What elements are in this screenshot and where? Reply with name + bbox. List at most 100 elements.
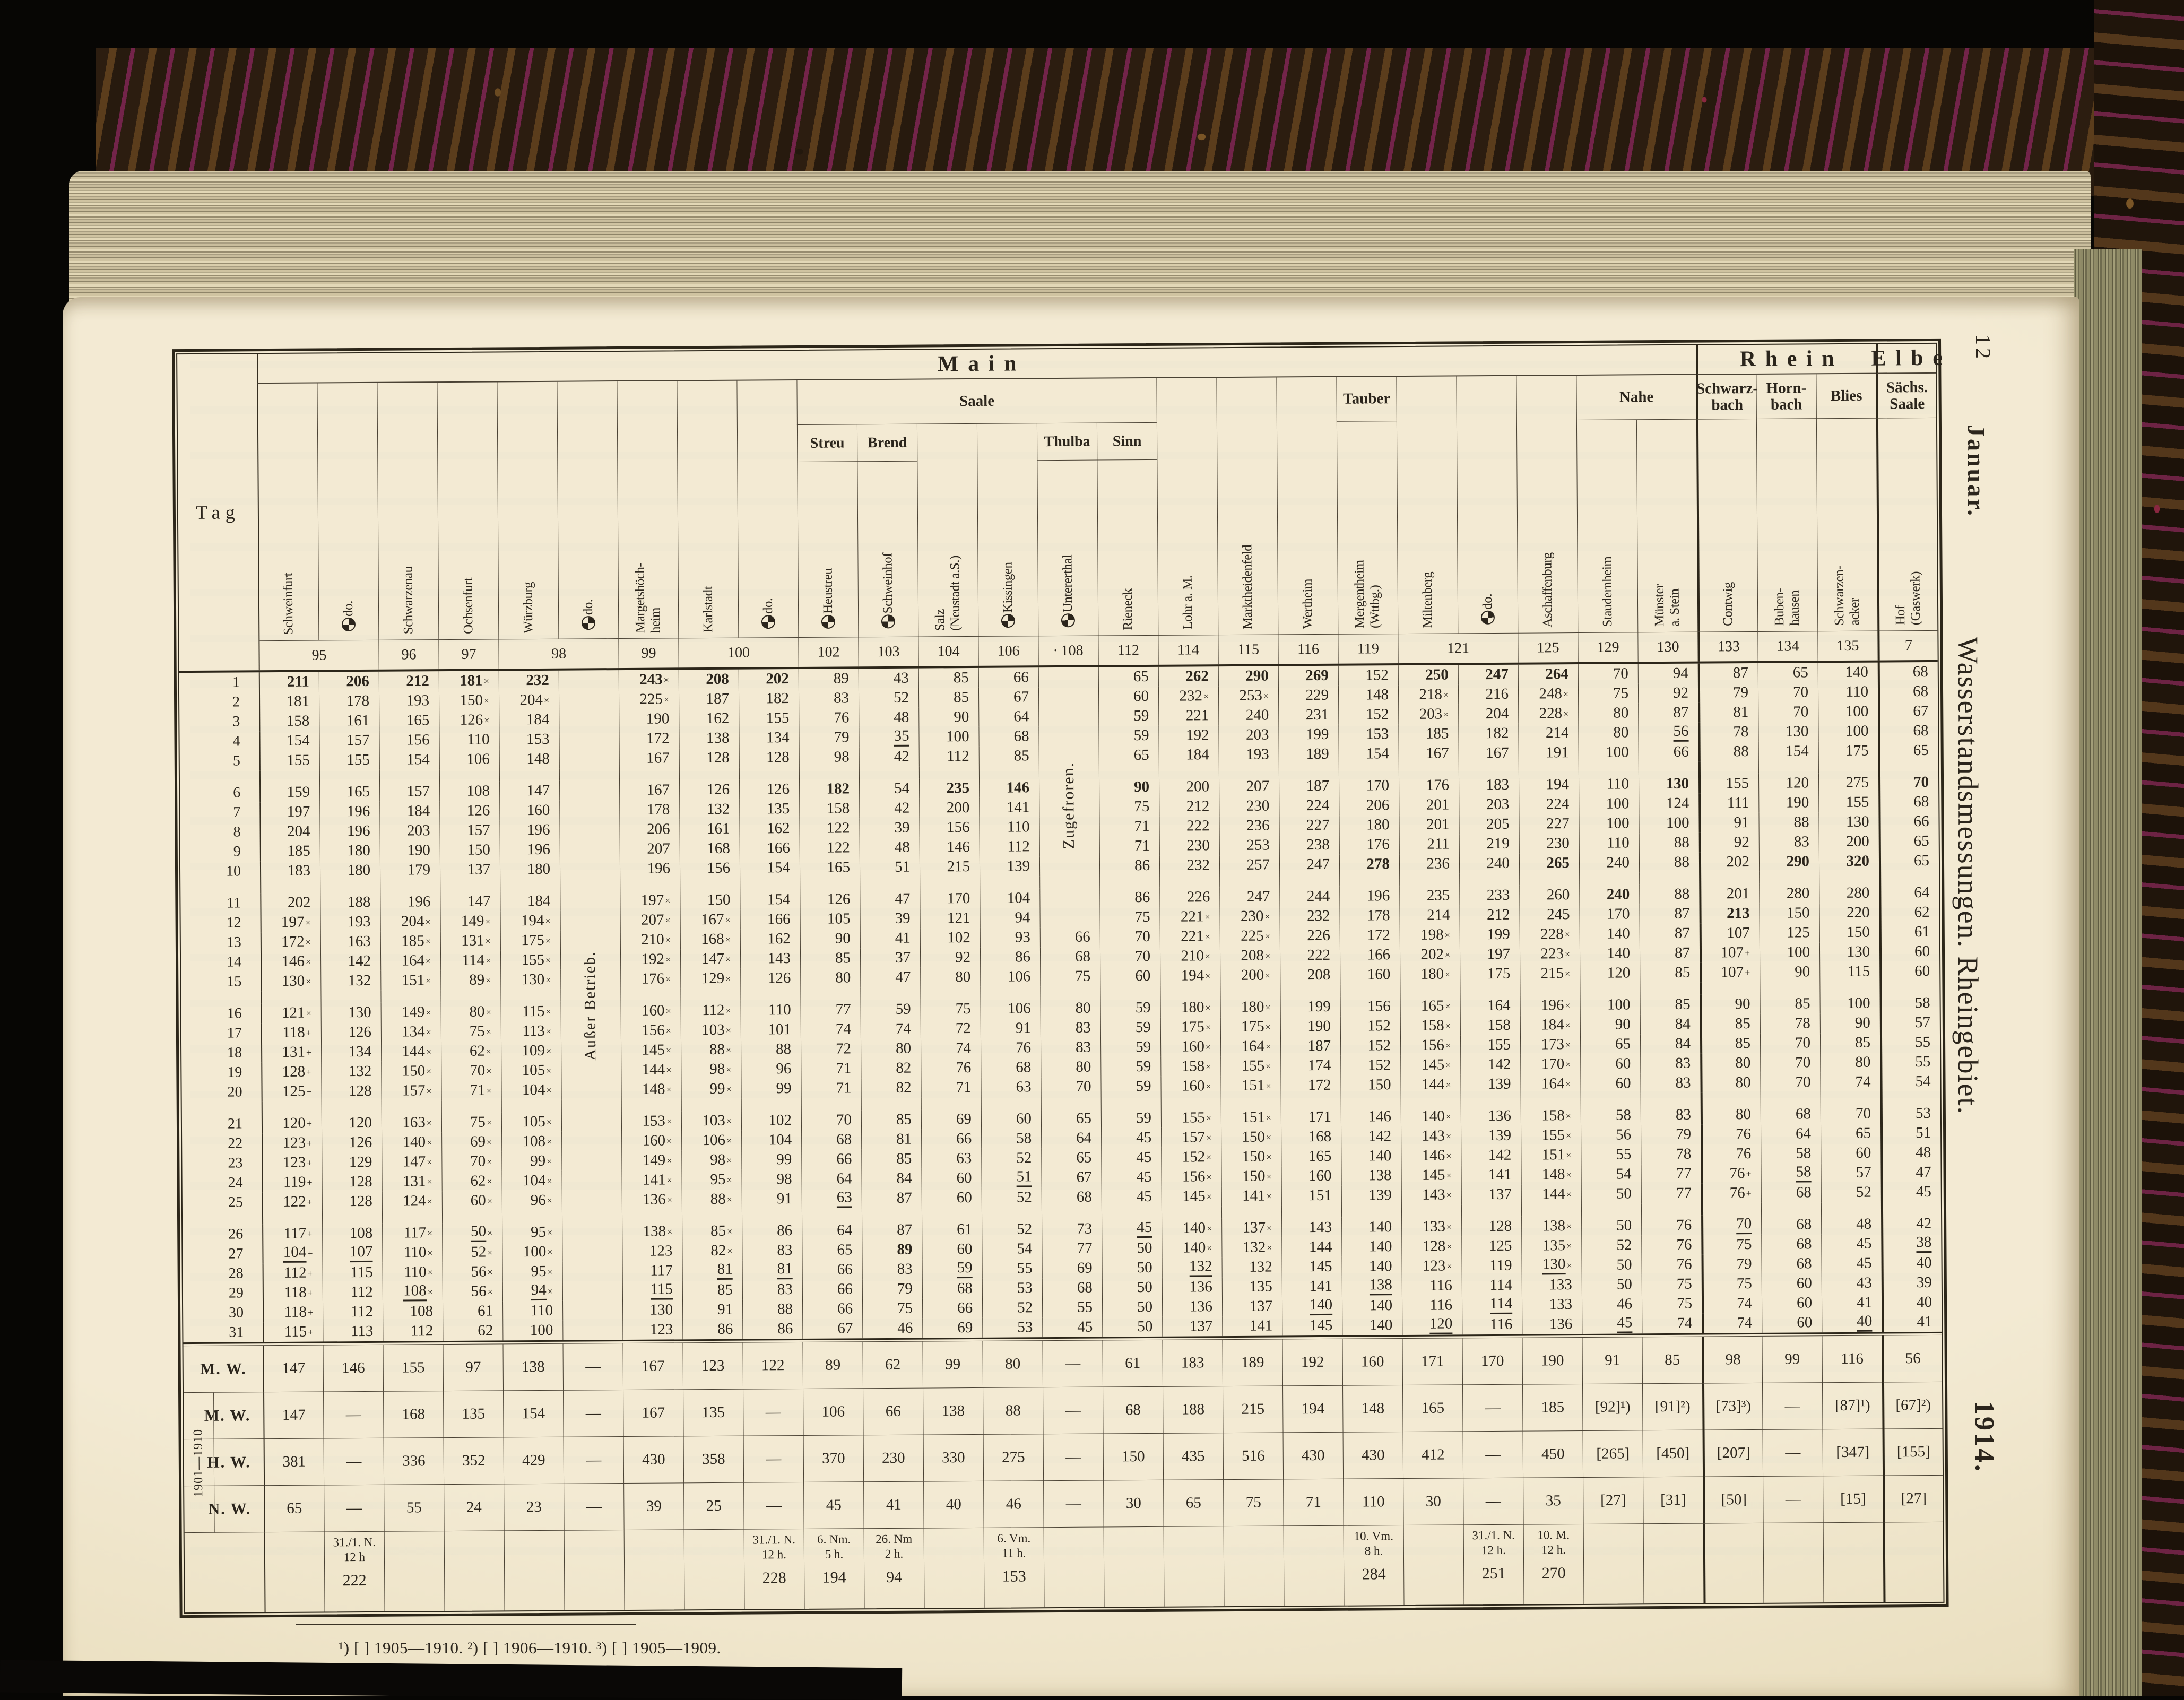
value-cell: 243× <box>619 670 679 690</box>
summary-value: — <box>1043 1434 1104 1481</box>
reading-value: 87 <box>1674 906 1689 922</box>
value-cell: 70 <box>1760 1033 1820 1053</box>
reading-value: 430 <box>1362 1447 1385 1463</box>
reading-value: 233 <box>1487 888 1510 903</box>
station-number: 114 <box>1158 635 1218 665</box>
station-name-text: Würzburg <box>521 582 536 634</box>
reading-value: 46 <box>897 1321 913 1336</box>
value-cell: 77 <box>1641 1164 1701 1184</box>
value-cell: 133 <box>1522 1295 1582 1315</box>
value-cell: 280 <box>1819 883 1879 904</box>
margin-month-label: Januar. <box>1962 424 1990 518</box>
value-cell: 130× <box>500 970 560 990</box>
reading-value: 168 <box>701 932 724 947</box>
row-spacer-cell <box>979 766 1039 778</box>
value-cell: 83 <box>1041 1018 1100 1038</box>
reading-value: 70 <box>1795 1055 1810 1070</box>
row-spacer-cell <box>262 1211 322 1224</box>
reading-value: 207 <box>647 841 670 856</box>
value-cell: 70× <box>441 1061 501 1081</box>
extreme-time-cell <box>444 1531 505 1611</box>
value-cell: 104 <box>980 888 1039 908</box>
value-cell: 215× <box>1520 964 1580 984</box>
reading-value: 52 <box>471 1245 486 1260</box>
reading-value: 82 <box>896 1080 911 1096</box>
reading-value: 52 <box>1017 1190 1032 1205</box>
row-spacer-cell <box>441 1100 501 1113</box>
reading-value: 167 <box>1426 745 1449 761</box>
value-cell: 167× <box>680 910 740 930</box>
reading-value: 208 <box>1241 948 1264 964</box>
value-cell: 64 <box>1879 883 1939 903</box>
value-cell: 219 <box>1459 834 1519 854</box>
row-spacer-cell <box>1279 874 1339 887</box>
reading-value: 190 <box>1307 1019 1331 1034</box>
reading-value: 63 <box>837 1190 852 1208</box>
reading-value: 450 <box>1541 1446 1565 1462</box>
station-number: 103 <box>858 637 918 667</box>
value-cell: 164× <box>1520 1074 1580 1094</box>
value-cell: 119+ <box>262 1172 322 1192</box>
summary-value: 230 <box>863 1435 924 1482</box>
value-cell: 138× <box>1521 1216 1581 1236</box>
reading-value: 70 <box>1793 704 1808 719</box>
value-cell: 48 <box>1821 1215 1881 1235</box>
value-cell: 156 <box>379 730 439 750</box>
value-cell: 155 <box>739 708 799 728</box>
station-name-text: Contwig <box>1721 583 1736 627</box>
value-cell: 110 <box>1579 833 1639 853</box>
reading-value: 214 <box>1546 725 1569 741</box>
value-cell: 63 <box>981 1077 1041 1097</box>
reading-value: 110 <box>1362 1494 1385 1510</box>
reading-value: 115 <box>650 1281 673 1299</box>
value-cell: 236 <box>1219 816 1279 836</box>
value-cell: 59 <box>1100 1018 1160 1038</box>
reading-value: [67]²) <box>1895 1398 1931 1413</box>
value-cell: 215 <box>920 857 980 877</box>
reading-value: 46 <box>1006 1496 1021 1512</box>
extreme-time-cell <box>1763 1523 1824 1603</box>
extreme-time-line: 94 <box>886 1569 902 1585</box>
row-spacer-cell <box>620 878 680 891</box>
row-spacer-cell <box>1520 983 1580 996</box>
value-cell: 68 <box>1761 1215 1821 1235</box>
reading-value: 160 <box>642 1003 665 1019</box>
reading-value: 39 <box>895 911 911 926</box>
extreme-time-line: 10. Vm. <box>1354 1529 1393 1543</box>
reading-value: 161 <box>346 713 370 728</box>
station-name: Karlstadt <box>677 381 738 638</box>
value-cell: 52 <box>982 1219 1042 1239</box>
value-cell: 208 <box>679 670 739 690</box>
reading-value: 85 <box>954 690 969 705</box>
reading-value: 146 <box>342 1360 365 1376</box>
value-cell: 65 <box>1879 831 1939 852</box>
reading-value: 160 <box>1361 1354 1384 1369</box>
value-cell: 130 <box>321 1003 381 1023</box>
value-cell: 198× <box>1400 925 1460 945</box>
reading-value: 145 <box>1422 1168 1445 1183</box>
reading-value: 80 <box>1735 1055 1750 1071</box>
row-spacer-cell <box>920 987 980 1000</box>
value-cell: 59 <box>922 1259 982 1279</box>
reading-value: 79 <box>1676 1127 1691 1142</box>
value-cell: 85 <box>1700 1034 1760 1054</box>
row-spacer-cell <box>860 987 920 1000</box>
value-cell: 65 <box>1821 1124 1880 1144</box>
value-cell: 163× <box>382 1113 441 1133</box>
value-cell: 137 <box>1461 1185 1521 1205</box>
extreme-time-cell: 31./1. N.12 h.228 <box>744 1529 804 1609</box>
reading-value: 74 <box>1677 1316 1692 1331</box>
value-cell: 166 <box>740 838 800 858</box>
reading-value: 158 <box>287 714 310 729</box>
value-cell: 204× <box>499 690 559 710</box>
day-number: 24 <box>183 1173 262 1193</box>
value-cell: 108 <box>383 1302 443 1322</box>
reading-value: 144 <box>1422 1077 1445 1092</box>
reading-value: 61 <box>478 1304 493 1319</box>
reading-value: 150 <box>1368 1077 1391 1092</box>
reading-value: 146 <box>1422 1148 1445 1164</box>
extreme-time-line: 26. Nm <box>876 1532 912 1547</box>
reading-value: 193 <box>406 693 429 708</box>
station-name: Rieneck <box>1097 460 1158 636</box>
value-cell: 76 <box>799 708 859 728</box>
